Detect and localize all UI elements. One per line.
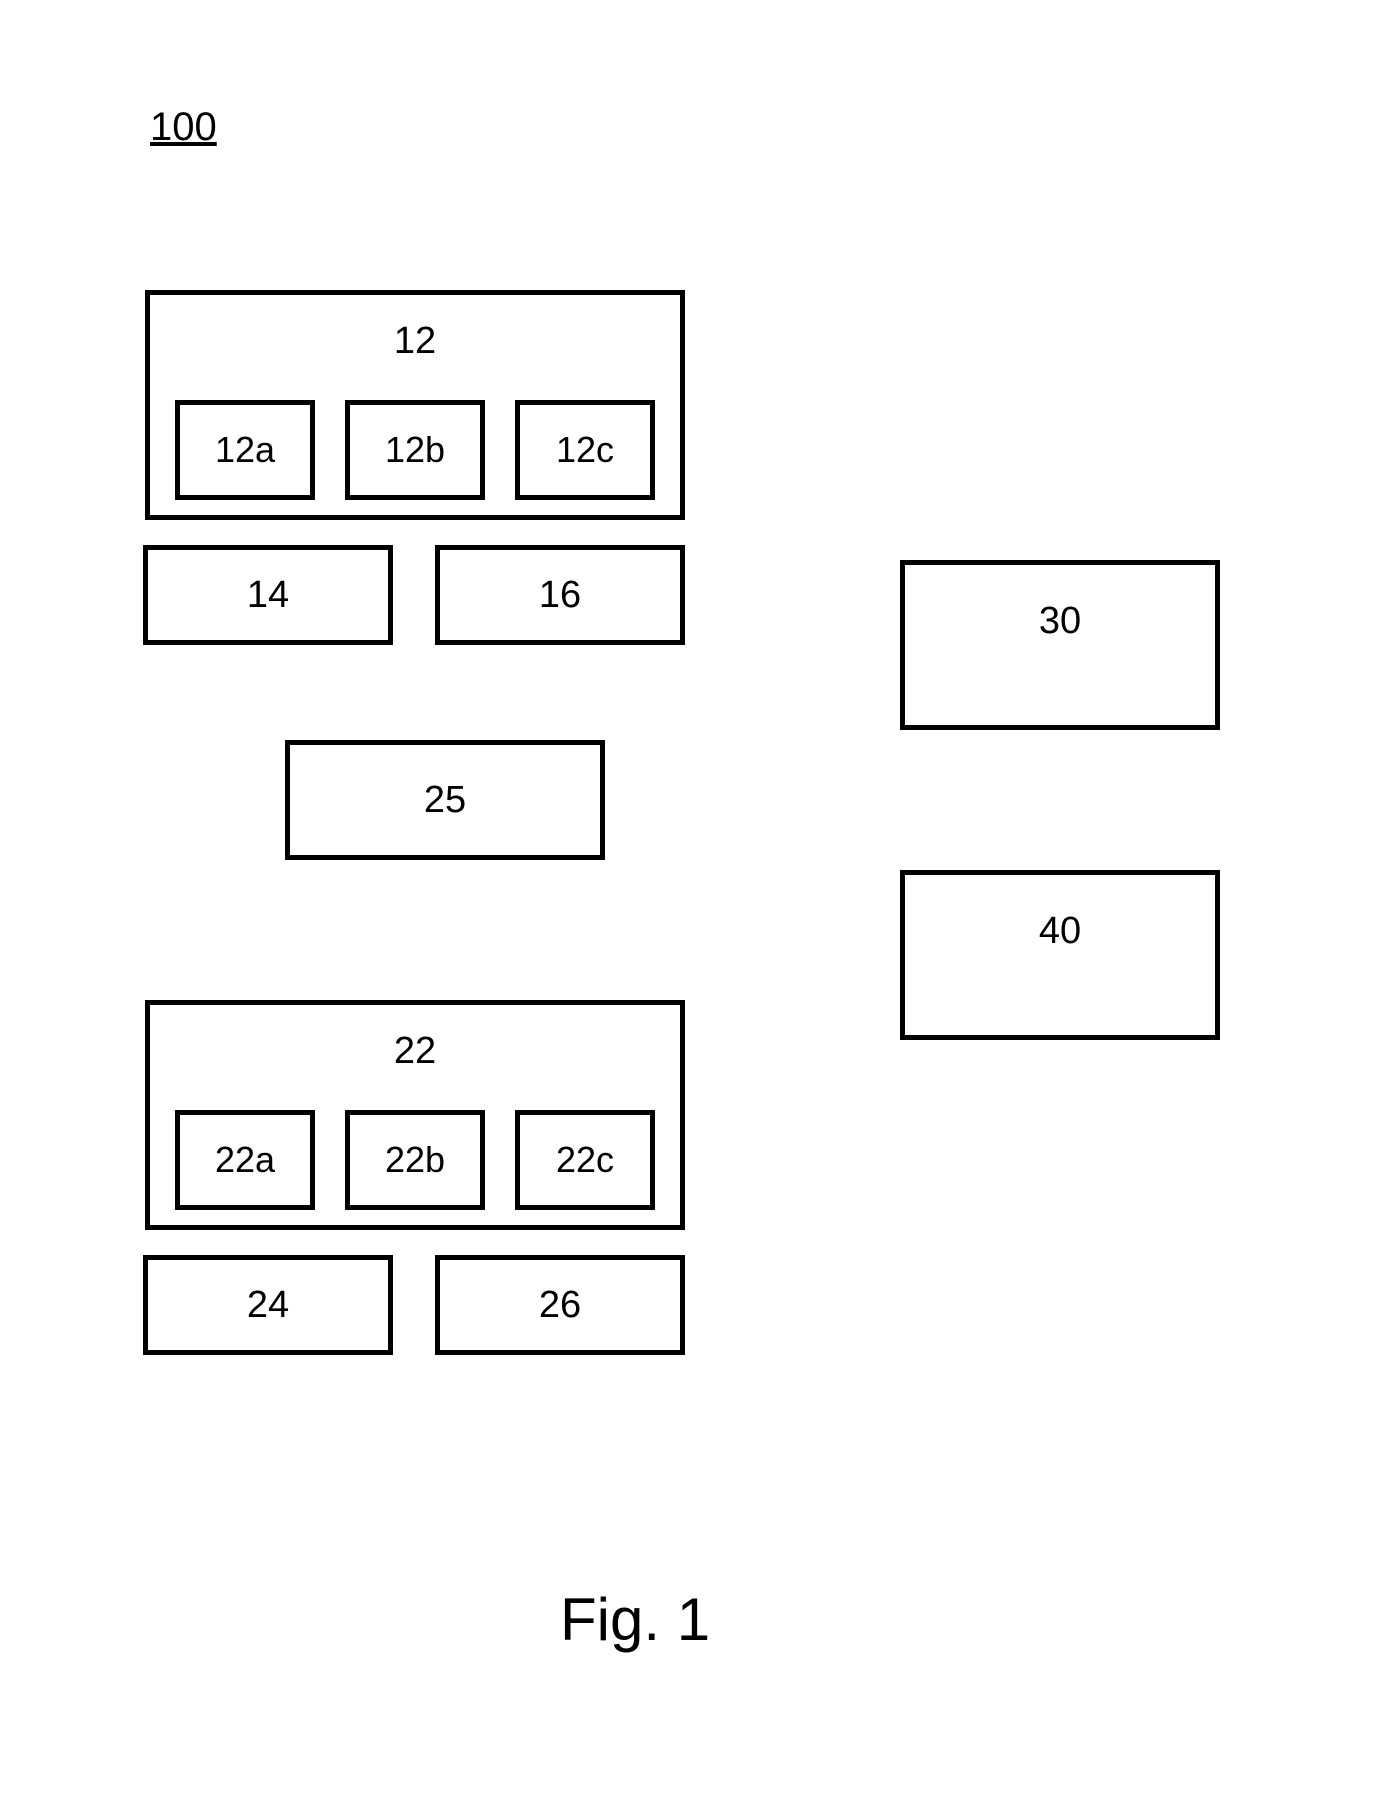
box-40: 40 (900, 870, 1220, 1040)
label-text-12: 12 (394, 320, 436, 362)
sub-box-22a: 22a (175, 1110, 315, 1210)
label-40: 40 (1039, 910, 1081, 953)
label-text-22: 22 (394, 1030, 436, 1072)
label-16: 16 (539, 574, 581, 617)
label-12c: 12c (556, 429, 614, 471)
figure-caption: Fig. 1 (560, 1585, 710, 1654)
reference-text: 100 (150, 105, 217, 149)
label-24: 24 (247, 1284, 289, 1327)
container-label-22: 22 (150, 1030, 680, 1073)
label-22b: 22b (385, 1139, 445, 1181)
box-26: 26 (435, 1255, 685, 1355)
caption-text: Fig. 1 (560, 1586, 710, 1653)
label-12b: 12b (385, 429, 445, 471)
diagram-reference-label: 100 (150, 105, 217, 150)
label-22a: 22a (215, 1139, 275, 1181)
box-25: 25 (285, 740, 605, 860)
sub-box-12c: 12c (515, 400, 655, 500)
sub-box-22c: 22c (515, 1110, 655, 1210)
label-22c: 22c (556, 1139, 614, 1181)
box-30: 30 (900, 560, 1220, 730)
sub-box-22b: 22b (345, 1110, 485, 1210)
label-30: 30 (1039, 600, 1081, 643)
box-14: 14 (143, 545, 393, 645)
sub-box-12b: 12b (345, 400, 485, 500)
box-24: 24 (143, 1255, 393, 1355)
label-26: 26 (539, 1284, 581, 1327)
label-12a: 12a (215, 429, 275, 471)
box-16: 16 (435, 545, 685, 645)
label-14: 14 (247, 574, 289, 617)
container-label-12: 12 (150, 320, 680, 363)
label-25: 25 (424, 779, 466, 822)
sub-box-12a: 12a (175, 400, 315, 500)
